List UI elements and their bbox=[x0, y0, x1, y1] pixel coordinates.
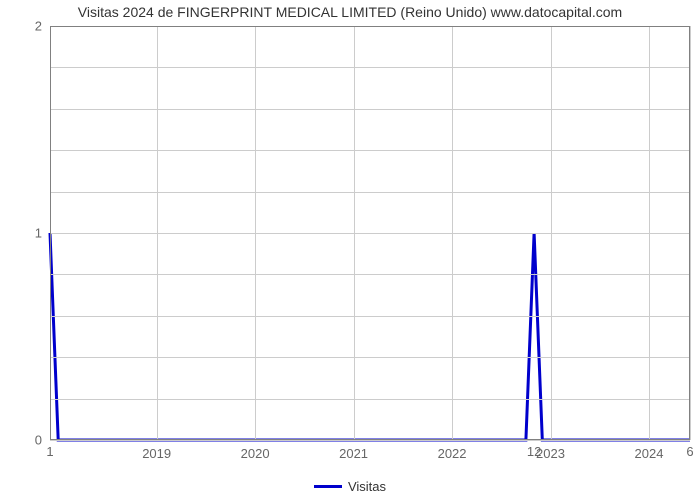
point-label: 6 bbox=[686, 444, 693, 459]
y-gridline-minor bbox=[50, 109, 690, 110]
y-gridline bbox=[50, 233, 690, 234]
plot-border bbox=[50, 26, 690, 27]
legend-swatch bbox=[314, 485, 342, 488]
y-gridline-minor bbox=[50, 399, 690, 400]
plot-border bbox=[50, 26, 51, 440]
plot-border bbox=[50, 439, 690, 440]
x-gridline bbox=[649, 26, 650, 440]
plot-border bbox=[689, 26, 690, 440]
chart-title: Visitas 2024 de FINGERPRINT MEDICAL LIMI… bbox=[0, 4, 700, 20]
x-tick-label: 2024 bbox=[635, 446, 664, 461]
x-gridline bbox=[452, 26, 453, 440]
x-gridline bbox=[354, 26, 355, 440]
x-gridline bbox=[157, 26, 158, 440]
x-gridline bbox=[690, 26, 691, 440]
x-gridline bbox=[551, 26, 552, 440]
y-gridline-minor bbox=[50, 150, 690, 151]
point-label: 1 bbox=[46, 444, 53, 459]
x-tick-label: 2022 bbox=[438, 446, 467, 461]
y-tick-label: 0 bbox=[35, 433, 42, 448]
chart-container: Visitas 2024 de FINGERPRINT MEDICAL LIMI… bbox=[0, 0, 700, 500]
y-gridline-minor bbox=[50, 274, 690, 275]
x-tick-label: 2020 bbox=[241, 446, 270, 461]
x-gridline bbox=[255, 26, 256, 440]
y-tick-label: 2 bbox=[35, 19, 42, 34]
x-tick-label: 2021 bbox=[339, 446, 368, 461]
y-gridline-minor bbox=[50, 357, 690, 358]
series-polyline bbox=[50, 233, 690, 440]
y-gridline-minor bbox=[50, 192, 690, 193]
y-gridline bbox=[50, 440, 690, 441]
y-gridline-minor bbox=[50, 316, 690, 317]
legend-label: Visitas bbox=[348, 479, 386, 494]
plot-area: 0122019202020212022202320241126 bbox=[50, 26, 690, 440]
point-label: 12 bbox=[527, 444, 541, 459]
y-gridline-minor bbox=[50, 67, 690, 68]
legend: Visitas bbox=[0, 478, 700, 494]
x-tick-label: 2019 bbox=[142, 446, 171, 461]
y-tick-label: 1 bbox=[35, 226, 42, 241]
